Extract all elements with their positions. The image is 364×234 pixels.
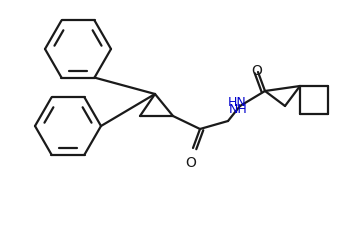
Text: O: O [252, 64, 262, 78]
Text: NH: NH [229, 103, 248, 116]
Text: O: O [186, 156, 197, 170]
Text: HN: HN [228, 96, 247, 109]
